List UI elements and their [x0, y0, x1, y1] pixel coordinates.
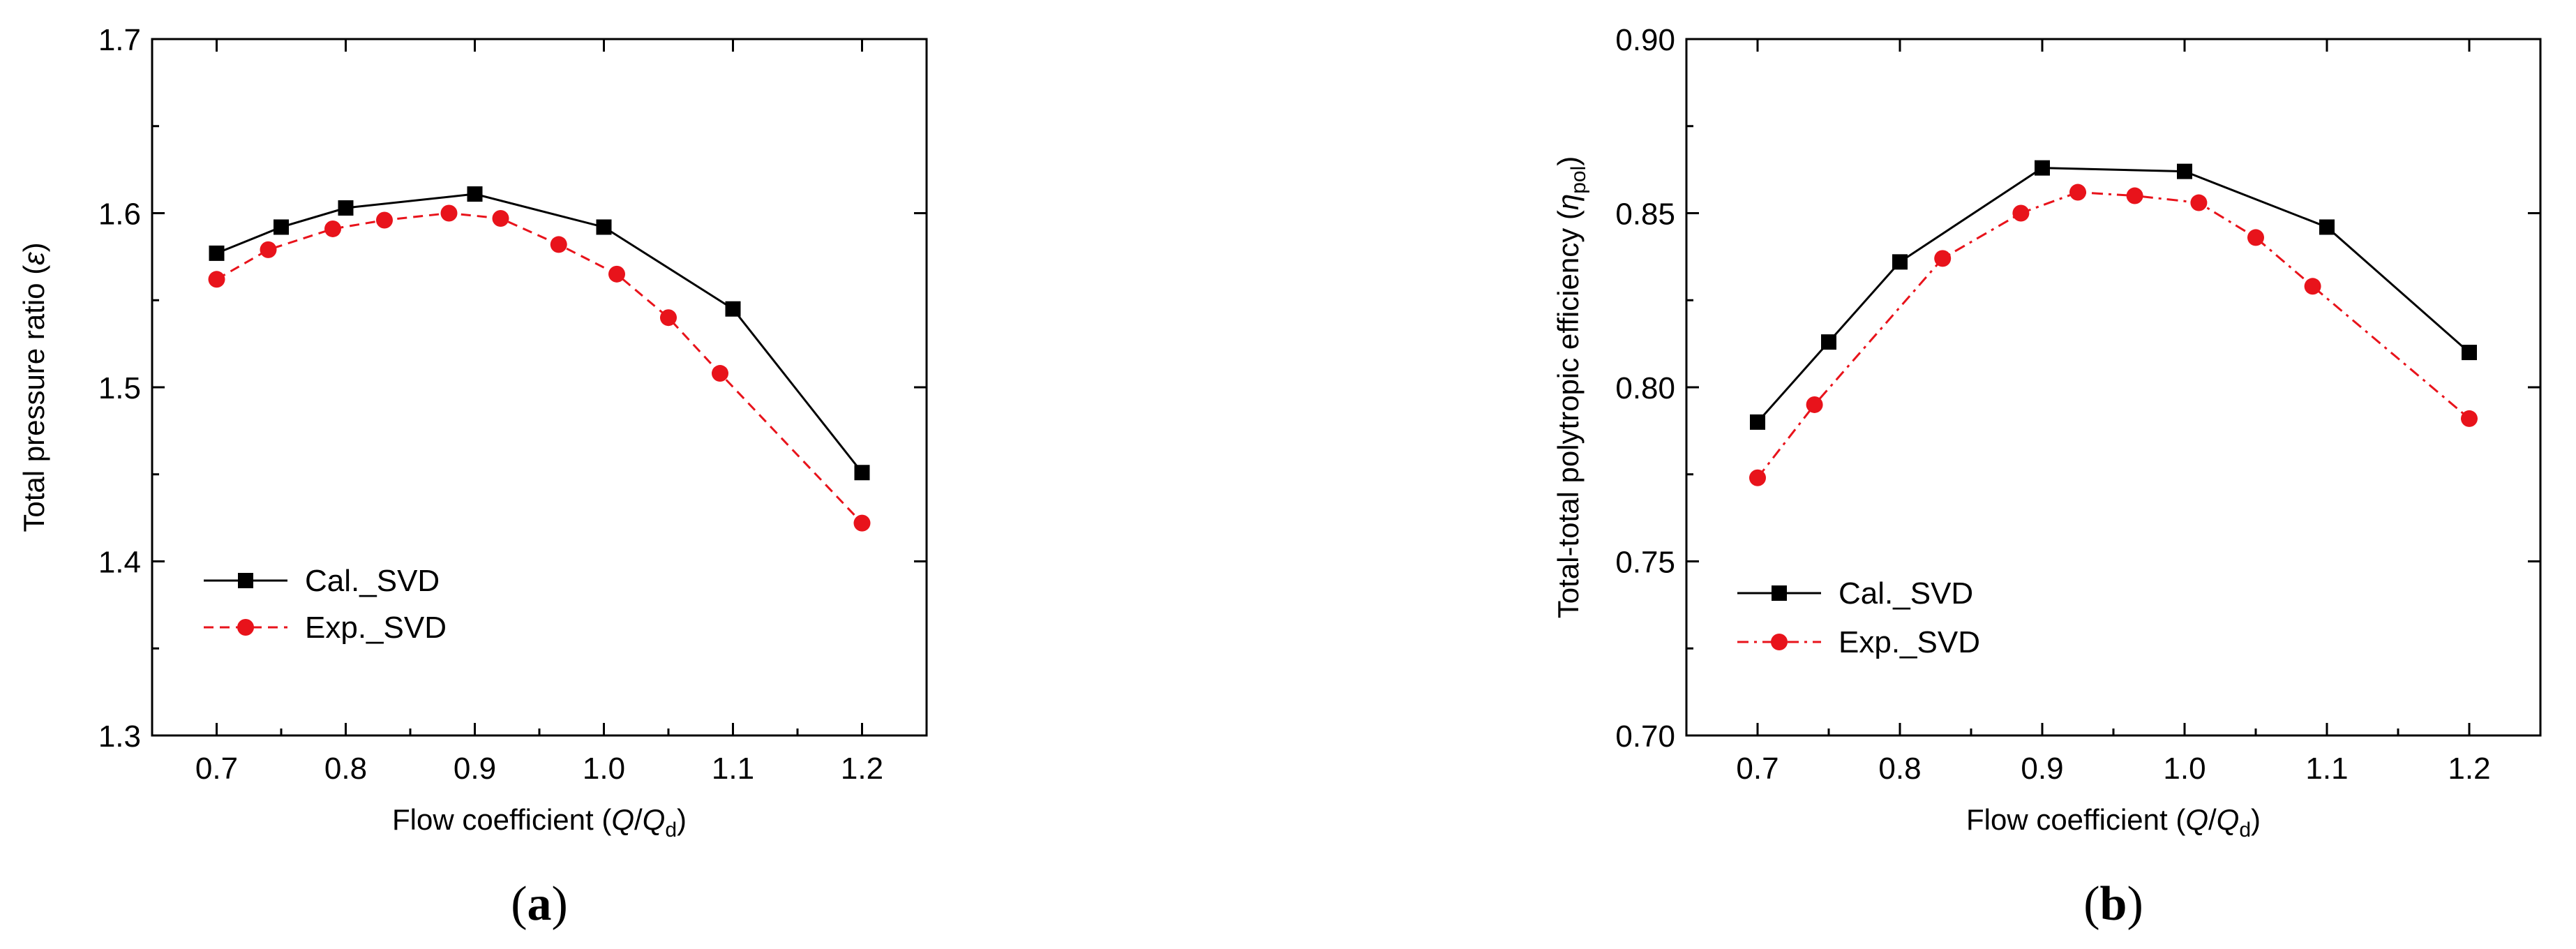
data-point — [660, 309, 677, 327]
data-point — [725, 301, 741, 317]
y-tick-label: 1.7 — [98, 23, 141, 57]
legend-marker — [1771, 634, 1788, 650]
y-tick-label: 1.4 — [98, 546, 141, 580]
plot-frame — [151, 38, 928, 737]
data-point — [853, 514, 871, 532]
legend-marker — [237, 619, 254, 636]
series-line — [1756, 191, 2470, 479]
data-point — [1892, 254, 1908, 270]
data-point — [324, 220, 341, 237]
data-point — [376, 211, 393, 229]
chart-b: 0.7 0.8 0.9 1.0 1.1 1.2 0.70 0.75 0.80 0.85 0.90 Fl… — [1552, 23, 2542, 931]
legend-marker — [238, 573, 253, 588]
panel-label: (b) — [2083, 877, 2143, 931]
data-point — [2247, 229, 2264, 246]
data-point — [2035, 160, 2050, 176]
legend-label: Cal._SVD — [305, 564, 440, 598]
data-point — [2069, 184, 2086, 201]
data-point — [1749, 469, 1766, 486]
x-tick-label: 0.8 — [324, 752, 367, 786]
y-axis-title: Total pressure ratio (ε) — [17, 242, 50, 532]
y-tick-label: 0.80 — [1615, 371, 1675, 405]
y-tick-label: 0.70 — [1615, 719, 1675, 754]
x-tick-label: 0.9 — [454, 752, 496, 786]
series-Exp._SVD — [1749, 184, 2478, 486]
data-point — [712, 365, 728, 382]
data-point — [274, 219, 289, 235]
series-Cal._SVD — [1750, 160, 2477, 430]
data-point — [2461, 410, 2478, 427]
data-point — [2304, 278, 2321, 295]
data-point — [2012, 204, 2030, 222]
y-tick-label: 1.5 — [98, 371, 141, 405]
data-point — [260, 241, 277, 258]
data-point — [1821, 334, 1836, 350]
data-point — [338, 200, 354, 216]
x-tick-label: 1.2 — [2448, 752, 2490, 786]
data-point — [467, 186, 483, 202]
y-tick-label: 0.90 — [1615, 23, 1675, 57]
y-tick-label: 1.6 — [98, 197, 141, 232]
data-point — [2462, 345, 2477, 361]
panel-label: (a) — [511, 877, 568, 931]
legend-marker — [1772, 585, 1787, 601]
x-tick-label: 1.1 — [712, 752, 754, 786]
x-tick-label: 0.9 — [2021, 752, 2063, 786]
legend-label: Cal._SVD — [1839, 576, 1973, 611]
data-point — [550, 236, 567, 253]
data-point — [1806, 396, 1823, 413]
x-tick-label: 1.2 — [841, 752, 883, 786]
data-point — [209, 245, 225, 261]
x-axis-title: Flow coefficient (Q/Qd) — [1966, 803, 2261, 842]
x-tick-label: 1.1 — [2305, 752, 2348, 786]
data-point — [440, 204, 458, 222]
plot-frame — [1685, 38, 2542, 737]
data-point — [2177, 163, 2192, 179]
series-line — [216, 211, 863, 524]
data-point — [2319, 219, 2335, 235]
x-tick-label: 0.7 — [195, 752, 238, 786]
series-line — [1756, 167, 2470, 423]
data-point — [1750, 414, 1765, 430]
x-tick-label: 1.0 — [583, 752, 625, 786]
y-axis-title: Total-total polytropic efficiency (ηpol) — [1552, 156, 1590, 619]
x-tick-label: 0.8 — [1878, 752, 1921, 786]
data-point — [596, 219, 612, 235]
y-tick-label: 0.75 — [1615, 546, 1675, 580]
legend-label: Exp._SVD — [1839, 625, 1980, 659]
x-tick-label: 0.7 — [1736, 752, 1779, 786]
data-point — [854, 465, 870, 481]
series-Exp._SVD — [208, 204, 871, 532]
data-point — [2126, 187, 2143, 204]
data-point — [1934, 250, 1952, 267]
x-tick-label: 1.0 — [2163, 752, 2206, 786]
data-point — [492, 209, 509, 227]
chart-a: 0.7 0.8 0.9 1.0 1.1 1.2 1.3 1.4 1.5 1.6 1.7 Flow co… — [17, 23, 928, 931]
data-point — [608, 265, 625, 283]
y-tick-label: 1.3 — [98, 719, 141, 754]
data-point — [2190, 194, 2208, 211]
x-axis-title: Flow coefficient (Q/Qd) — [392, 803, 687, 842]
data-point — [208, 271, 225, 288]
y-tick-label: 0.85 — [1615, 197, 1675, 232]
series-Cal._SVD — [209, 186, 870, 481]
legend-label: Exp._SVD — [305, 611, 447, 645]
